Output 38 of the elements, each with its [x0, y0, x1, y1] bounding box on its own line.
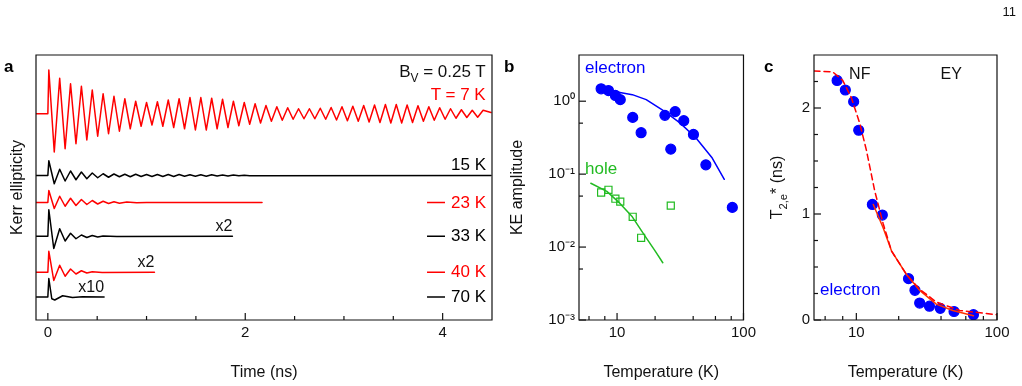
x-tick-label: 2 [241, 323, 250, 341]
y-tick-label: 0 [801, 310, 810, 328]
annotation: x2 [215, 217, 233, 235]
x-tick-label: 4 [438, 323, 447, 341]
x-tick-label: 10 [608, 323, 626, 341]
y-axis-title: T2,e* (ns) [768, 155, 789, 220]
series-label: 15 K [451, 154, 487, 174]
annotation: x10 [78, 278, 105, 295]
chart-title: a [4, 57, 14, 76]
y-tick-label: 10⁻² [548, 237, 575, 255]
y-tick-label: 10⁻³ [548, 310, 575, 328]
chart-title: c [764, 57, 774, 76]
x-axis-title: Temperature (K) [847, 362, 964, 380]
y-tick-label: 2 [801, 98, 810, 116]
x-axis-title: Time (ns) [230, 362, 298, 380]
y-axis-title: KE amplitude [508, 139, 525, 236]
y-tick-label: 10⁰ [553, 91, 575, 109]
y-tick-label: 1 [801, 204, 810, 222]
legend-label: 33 K [451, 226, 487, 246]
legend-label: 40 K [451, 262, 487, 282]
series-label: T = 7 K [430, 85, 487, 104]
chart-title: b [504, 57, 515, 76]
y-tick-label: 10⁻¹ [548, 164, 575, 182]
annotation: NF [849, 65, 871, 82]
legend-label: 70 K [451, 287, 487, 306]
text: 11 [1002, 4, 1016, 19]
x-tick-label: 100 [730, 323, 756, 341]
x-tick-label: 0 [43, 323, 53, 341]
series-label: electron [820, 279, 881, 299]
series-label: electron [585, 57, 646, 77]
annotation: x2 [137, 253, 155, 271]
series-label: hole [585, 158, 618, 178]
x-axis-title: Temperature (K) [603, 362, 720, 380]
x-tick-label: 10 [848, 323, 865, 341]
x-tick-label: 100 [984, 323, 1010, 341]
legend-label: 23 K [451, 192, 487, 212]
y-axis-title: Kerr ellipticity [8, 139, 25, 236]
annotation: EY [940, 65, 963, 82]
